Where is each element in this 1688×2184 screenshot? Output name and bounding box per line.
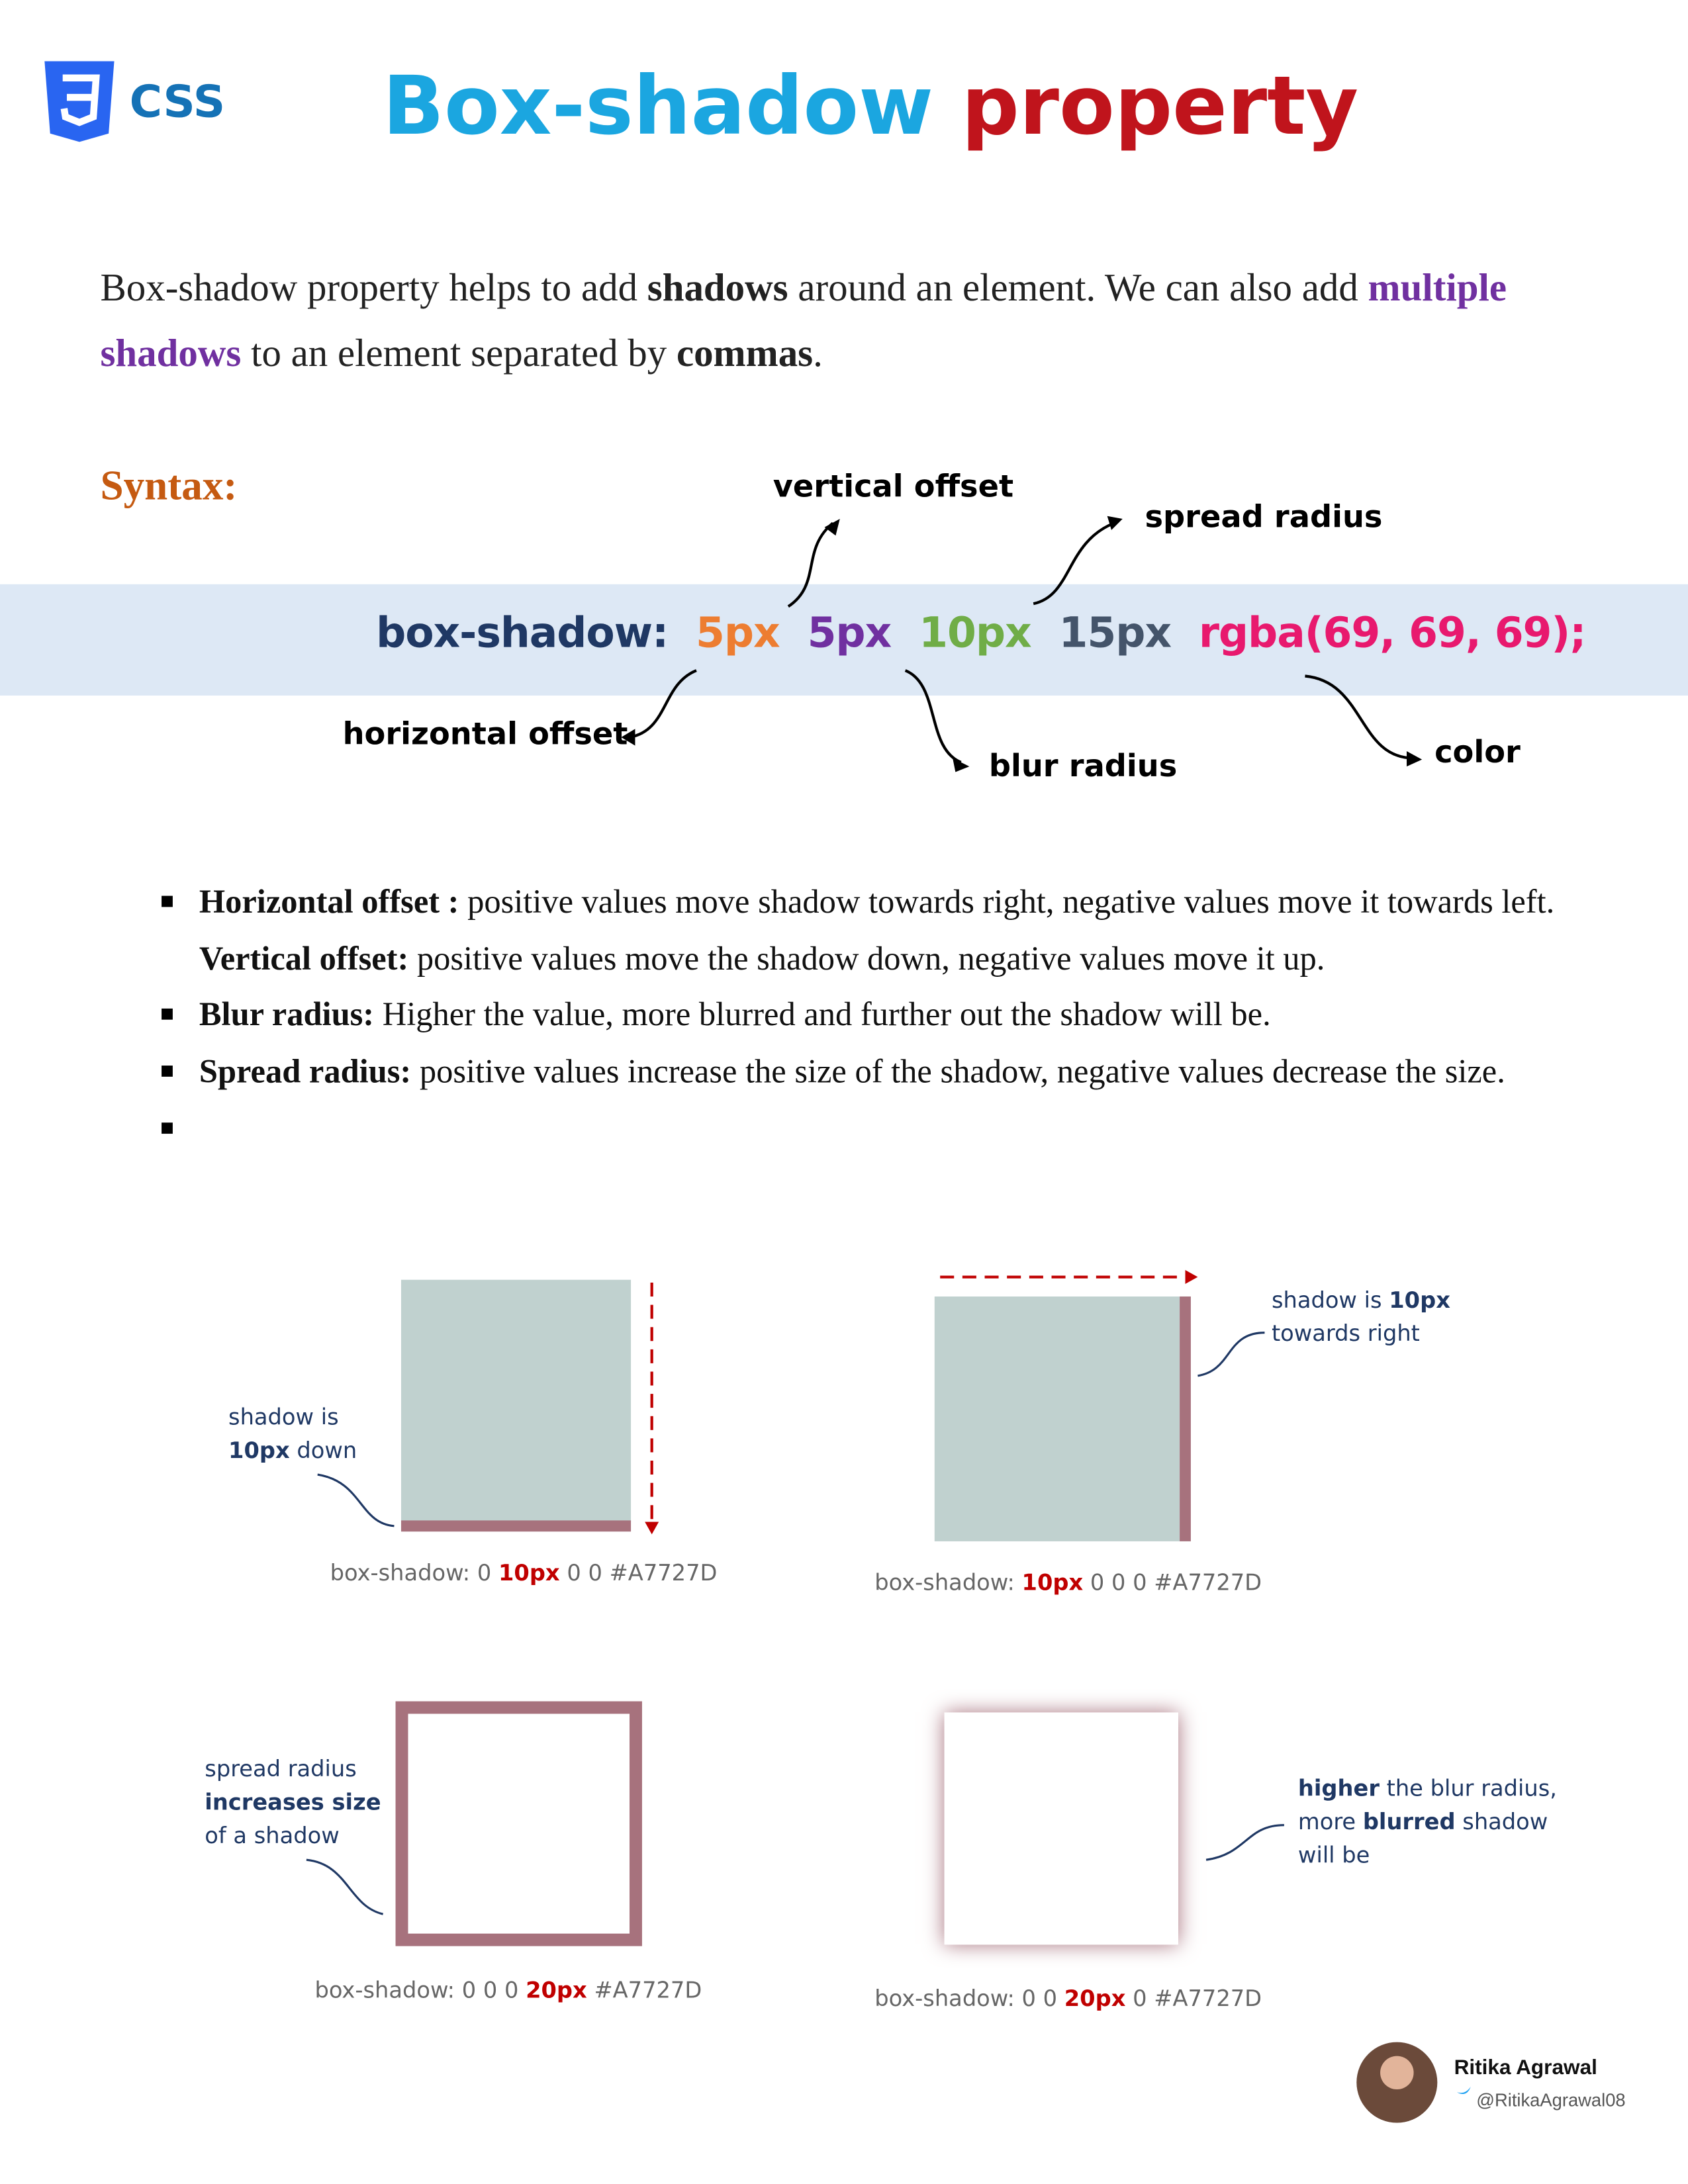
note: higher the blur radius, more blurred shad… (1298, 1772, 1557, 1872)
text: down (289, 1437, 357, 1464)
text: 0 0 #A7727D (559, 1559, 718, 1586)
text: 0 0 0 #A7727D (1083, 1569, 1262, 1596)
text: #A7727D (586, 1976, 702, 2003)
example-box (934, 1296, 1180, 1541)
code: box-shadow: 0 0 20px 0 #A7727D (874, 1985, 1262, 2011)
text: Higher the value, more blurred and furth… (374, 997, 1271, 1034)
shadow (1180, 1296, 1191, 1541)
note-arrow (306, 1858, 383, 1915)
code-line: box-shadow: 5px 5px 10px 15px rgba(69, 6… (376, 609, 1587, 659)
example-box (400, 1279, 632, 1522)
title-part: Box-shadow (382, 58, 933, 154)
note-arrow (317, 1473, 395, 1527)
text: commas (676, 332, 814, 376)
text: increases size (205, 1789, 381, 1815)
term: Horizontal offset : (199, 884, 459, 921)
code: box-shadow: 10px 0 0 0 #A7727D (874, 1569, 1262, 1596)
logo-text: CSS (129, 75, 226, 128)
bullet: Vertical offset: positive values move th… (199, 931, 1578, 987)
bullet: Blur radius: Higher the value, more blur… (199, 987, 1578, 1044)
term: Spread radius: (199, 1054, 412, 1090)
text: 10px (1389, 1287, 1450, 1314)
twitter-icon (1456, 2086, 1471, 2095)
code: box-shadow: 0 0 0 20px #A7727D (315, 1977, 702, 2003)
note: shadow is 10px down (228, 1401, 357, 1468)
text: positive values move the shadow down, ne… (408, 940, 1325, 978)
text: box-shadow: 0 (330, 1559, 498, 1586)
note: spread radius increases size of a shadow (205, 1752, 381, 1852)
text: higher (1297, 1775, 1380, 1801)
text: shadows (647, 267, 788, 310)
text: blurred (1362, 1808, 1456, 1835)
code: box-shadow: (376, 609, 669, 659)
bullet: Horizontal offset : positive values move… (199, 875, 1578, 931)
text: will be (1297, 1841, 1370, 1868)
code-band (0, 584, 1688, 696)
bullet-list: Horizontal offset : positive values move… (199, 875, 1578, 1101)
css-logo-3 (60, 74, 100, 126)
note-arrow (1205, 1824, 1284, 1861)
text: more (1297, 1808, 1363, 1835)
text: around an element. We can also add (788, 267, 1368, 310)
code: box-shadow: 0 10px 0 0 #A7727D (330, 1559, 718, 1586)
bullet-markers (162, 895, 173, 1134)
text: positive values increase the size of the… (411, 1054, 1505, 1090)
bullet: Spread radius: positive values increase … (199, 1044, 1578, 1100)
annotation: spread radius (1145, 500, 1383, 536)
author-name: Ritika Agrawal (1454, 2056, 1597, 2080)
syntax-label: Syntax: (100, 463, 238, 510)
text: shadow is (1271, 1287, 1389, 1314)
text: of a shadow (205, 1822, 340, 1849)
code: 5px (696, 609, 780, 659)
text: 10px (1021, 1569, 1084, 1596)
text: towards right (1271, 1320, 1420, 1347)
text: box-shadow: 0 0 0 (314, 1976, 526, 2003)
arrow-heads (621, 516, 1423, 772)
text: box-shadow: 0 0 (874, 1985, 1064, 2012)
text: shadow (1455, 1808, 1548, 1835)
avatar-face (1380, 2056, 1414, 2090)
code: 15px (1058, 609, 1172, 659)
annotation: vertical offset (773, 470, 1014, 505)
text: spread radius (205, 1755, 357, 1782)
author-handle: @RitikaAgrawal08 (1476, 2089, 1626, 2111)
code: rgba(69, 69, 69); (1198, 609, 1587, 659)
annotation: horizontal offset (342, 717, 628, 753)
text: Box-shadow property helps to add (100, 267, 647, 310)
text: positive values move shadow towards righ… (459, 884, 1555, 921)
annotation: color (1434, 735, 1521, 771)
shadow (400, 1520, 632, 1532)
example-box (395, 1701, 642, 1946)
example-box (944, 1712, 1178, 1945)
text: shadow is (228, 1403, 339, 1430)
text: to an element separated by (241, 332, 677, 376)
text: box-shadow: (874, 1569, 1022, 1596)
note-arrow (1197, 1332, 1265, 1377)
text: 10px (498, 1559, 560, 1586)
annotation: blur radius (988, 749, 1178, 785)
title-part: property (961, 58, 1359, 154)
note: shadow is 10px towards right (1272, 1284, 1450, 1351)
intro: Box-shadow property helps to add shadows… (100, 256, 1604, 387)
syntax-arrows (629, 522, 1414, 764)
term: Blur radius: (199, 997, 375, 1034)
term: Vertical offset: (199, 940, 409, 978)
text: multiple shadows (100, 267, 1507, 376)
title: Box-shadow property (0, 58, 1688, 153)
text: the blur radius, (1379, 1775, 1557, 1801)
text: . (813, 332, 823, 376)
code: 10px (919, 609, 1032, 659)
code: 5px (807, 609, 892, 659)
text: 20px (1064, 1985, 1126, 2012)
text: 0 #A7727D (1125, 1985, 1262, 2012)
arrow-head (1185, 1270, 1198, 1285)
text: 20px (526, 1976, 587, 2003)
arrow-head (645, 1522, 659, 1535)
text: 10px (228, 1437, 290, 1464)
